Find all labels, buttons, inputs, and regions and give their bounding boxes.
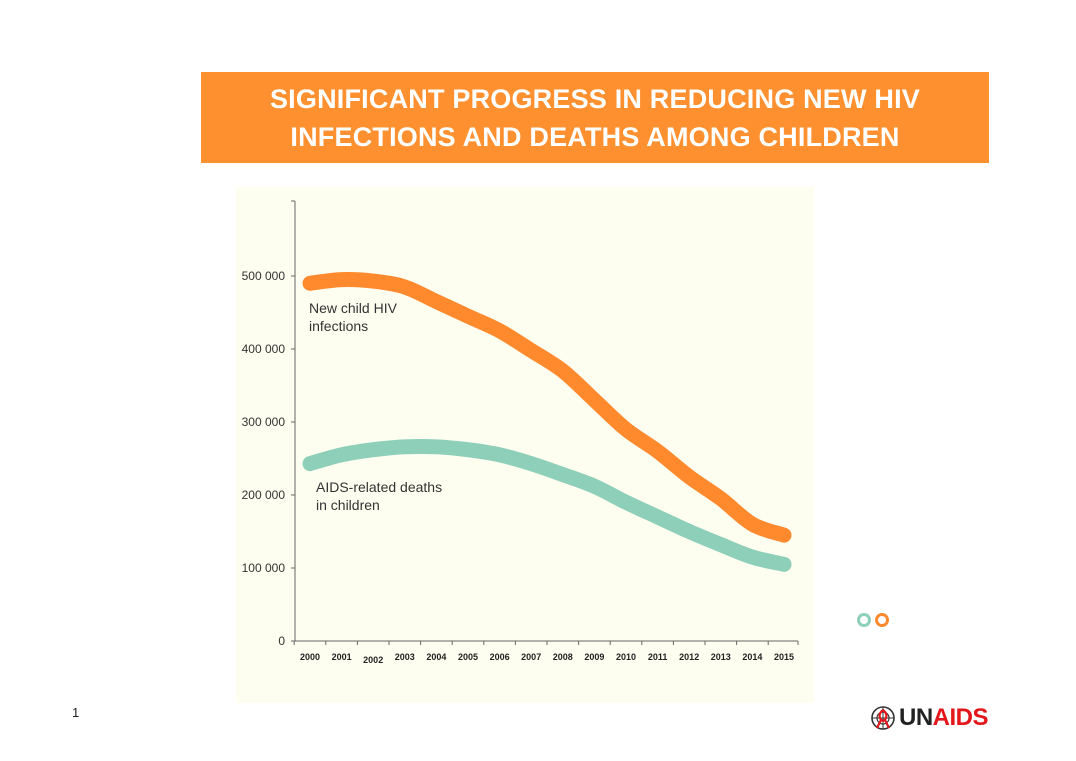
line-chart: 0 100 000 200 000 300 000 400 000 500 000 2000… [242,200,799,665]
data-point [499,454,501,456]
y-tick-label: 300 000 [242,415,286,429]
legend-dots [857,613,891,627]
series-label: infections [309,318,368,334]
data-point [751,523,753,525]
data-point [372,449,374,451]
data-point [593,399,595,401]
y-tick-label: 0 [278,634,285,648]
un-emblem-icon [871,706,895,730]
series-line-1 [302,438,792,572]
x-tick-label: 2010 [616,652,636,662]
x-tick-label: 2012 [679,652,699,662]
x-tick-label: 2011 [648,652,668,662]
x-tick-label: 2009 [584,652,604,662]
data-point [435,446,437,448]
data-point [467,315,469,317]
series-label: AIDS-related deaths [316,479,442,495]
data-point [341,279,343,281]
page-number: 1 [72,705,80,720]
data-point [625,501,627,503]
data-point [562,474,564,476]
data-point [625,428,627,430]
y-tick-label: 100 000 [242,561,286,575]
x-tick-label: 2013 [711,652,731,662]
data-point [720,544,722,546]
unaids-logo: UNAIDS [870,703,989,733]
x-tick-label: 2004 [426,652,446,662]
x-tick-label: 2008 [553,652,573,662]
data-point [593,485,595,487]
data-point [783,563,785,565]
x-tick-label: 2001 [332,652,352,662]
logo-un-text: UN [899,704,933,731]
data-point [657,516,659,518]
data-point [341,454,343,456]
logo-aids-text: AIDS [932,704,989,731]
x-tick-label: 2014 [742,652,762,662]
series-line-0 [302,272,792,543]
x-tick-label: 2003 [395,652,415,662]
y-tick-label: 200 000 [242,488,286,502]
data-point [688,531,690,532]
data-point [562,370,564,372]
data-point [720,498,722,500]
series-label: in children [316,497,380,513]
y-tick-label: 400 000 [242,342,286,356]
x-tick-label: 2006 [490,652,510,662]
data-point [404,286,406,288]
x-tick-label: 2005 [458,652,478,662]
legend-dot-infections [875,613,889,627]
data-point [404,446,406,448]
data-point [751,556,753,558]
data-point [467,449,469,451]
x-tick-label: 2002 [363,655,383,665]
data-point [435,301,437,303]
x-tick-label: 2015 [774,652,794,662]
data-point [309,463,311,465]
x-tick-label: 2000 [300,652,320,662]
data-point [688,476,690,478]
chart-title: SIGNIFICANT PROGRESS IN REDUCING NEW HIV… [269,83,921,152]
data-point [530,463,532,465]
data-point [499,330,501,332]
legend-dot-deaths [857,613,871,627]
data-point [372,280,374,282]
data-point [783,534,785,536]
title-banner: SIGNIFICANT PROGRESS IN REDUCING NEW HIV… [201,72,989,163]
data-point [657,450,659,452]
chart-panel: 0 100 000 200 000 300 000 400 000 500 000 2000… [236,187,814,703]
data-point [309,282,311,284]
x-tick-label: 2007 [521,652,541,662]
series-label: New child HIV [309,300,398,316]
y-tick-label: 500 000 [242,269,286,283]
data-point [530,349,532,351]
